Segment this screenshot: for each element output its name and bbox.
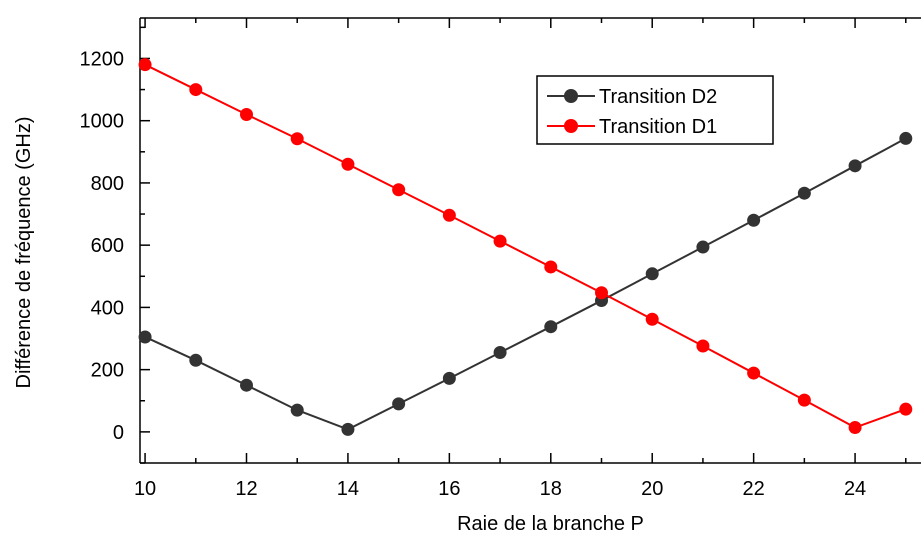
series-line: [144, 137, 907, 431]
x-tick-label: 18: [540, 478, 562, 500]
legend-swatch-marker: [564, 89, 578, 103]
data-point: [189, 83, 203, 97]
legend-label: Transition D1: [599, 116, 717, 138]
data-point: [797, 186, 811, 200]
data-point: [341, 157, 355, 171]
legend-item: Transition D1: [547, 116, 717, 138]
x-tick-label: 16: [438, 478, 460, 500]
legend-item: Transition D2: [547, 86, 717, 108]
data-point: [696, 240, 710, 254]
legend: Transition D2 Transition D1: [536, 75, 774, 145]
data-point: [392, 183, 406, 197]
y-tick-label: 800: [91, 173, 124, 195]
y-tick-label: 400: [91, 297, 124, 319]
data-point: [240, 107, 253, 121]
legend-label: Transition D2: [599, 86, 717, 108]
x-ticks: 10 12 14 16 18 20 22 24: [134, 18, 907, 500]
y-tick-label: 1000: [80, 111, 125, 133]
data-point: [848, 159, 862, 173]
data-point: [138, 58, 152, 72]
y-ticks: 0 200 400 600 800 1000 1200: [80, 26, 150, 464]
data-point: [797, 393, 811, 407]
legend-swatch-marker: [564, 119, 578, 133]
y-tick-label: 1200: [80, 48, 125, 70]
x-tick-label: 12: [235, 478, 257, 500]
y-axis-label: Différence de fréquence (GHz): [13, 117, 35, 389]
data-point: [696, 339, 710, 353]
data-point: [645, 267, 659, 281]
x-tick-label: 14: [337, 478, 359, 500]
data-point: [544, 320, 558, 334]
data-point: [747, 213, 761, 227]
x-tick-label: 22: [743, 478, 765, 500]
y-tick-label: 0: [113, 422, 124, 444]
series-transition-d2: [138, 131, 913, 436]
x-axis-label: Raie de la branche P: [457, 513, 644, 535]
series-transition-d1: [138, 58, 913, 435]
data-point: [442, 371, 456, 385]
data-point: [442, 208, 456, 222]
data-point: [493, 234, 507, 248]
data-point: [138, 330, 152, 344]
y-tick-label: 200: [91, 360, 124, 382]
data-point: [392, 397, 406, 411]
x-tick-label: 10: [134, 478, 156, 500]
axes: 10 12 14 16 18 20 22 24 0 200 400 600 800 1000 1200: [80, 17, 921, 500]
legend-box: [536, 75, 774, 145]
data-point: [747, 366, 761, 380]
data-point: [848, 421, 862, 435]
data-point: [240, 378, 253, 392]
x-tick-label: 24: [844, 478, 866, 500]
y-tick-label: 600: [91, 235, 124, 257]
data-point: [290, 132, 304, 146]
data-point: [645, 312, 659, 326]
series-layer: [138, 58, 913, 436]
data-point: [899, 402, 913, 416]
x-tick-label: 20: [641, 478, 663, 500]
series-line: [144, 63, 907, 429]
data-point: [899, 131, 913, 145]
data-point: [341, 422, 355, 436]
data-point: [189, 353, 203, 367]
data-point: [595, 286, 608, 300]
data-point: [290, 403, 304, 417]
data-point: [544, 260, 558, 274]
data-point: [493, 346, 507, 360]
